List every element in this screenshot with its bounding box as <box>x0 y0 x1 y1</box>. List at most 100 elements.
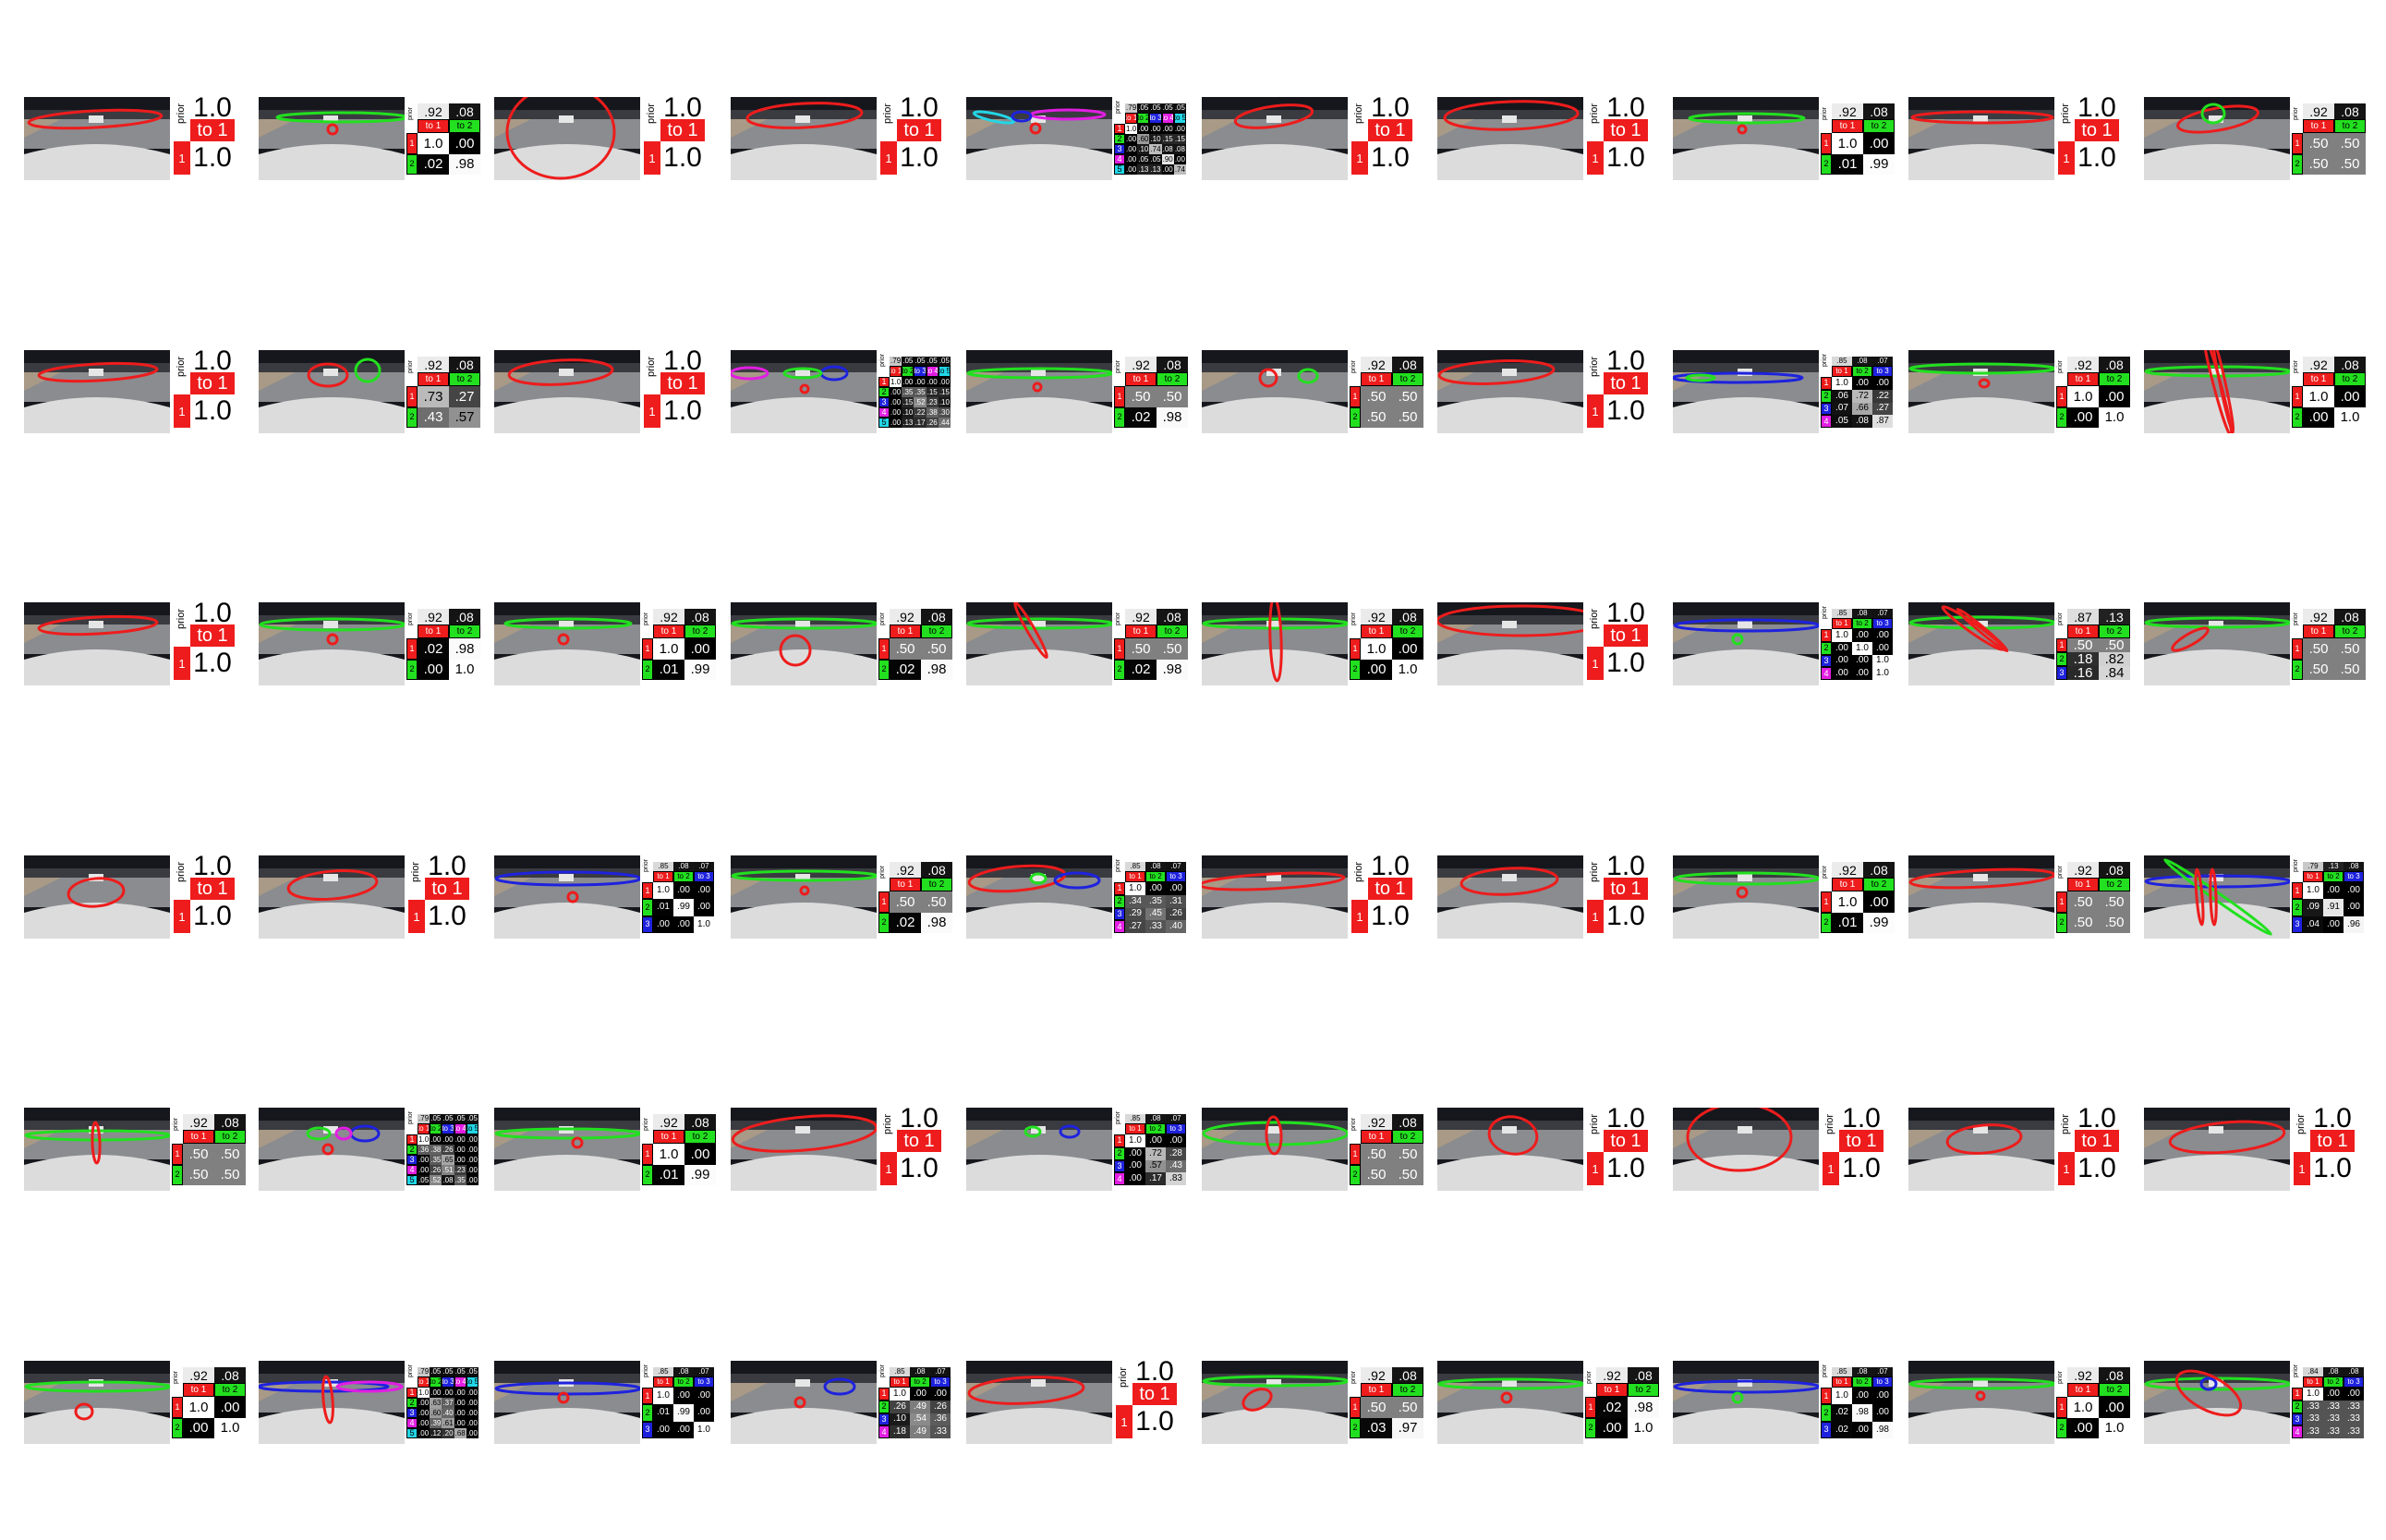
matrix-cell: .00 <box>1166 882 1186 895</box>
matrix-cell: .98 <box>449 638 480 660</box>
prior-value: .08 <box>1157 357 1188 372</box>
matrix-cell: .27 <box>1872 402 1893 416</box>
car-hood <box>966 1155 1112 1191</box>
result-panel: prior 1.0 to 1 1 1.0 <box>24 602 253 687</box>
dashcam-thumbnail <box>731 855 877 939</box>
car-hood <box>966 1408 1112 1444</box>
prior-label: prior <box>1350 612 1357 625</box>
road-shoulder <box>731 1130 768 1148</box>
matrix-cell: .35 <box>914 387 927 397</box>
result-panel: prior .87.13 to 1 to 2 1.50.50 2.18.82 3.16.84 <box>1908 602 2138 687</box>
matrix-cell: .99 <box>673 899 694 916</box>
matrix-cell: .03 <box>1361 1417 1392 1438</box>
road-surface <box>24 1130 170 1159</box>
prior-value: .85 <box>653 862 673 871</box>
matrix-cell: .31 <box>1166 894 1186 908</box>
car-hood <box>2144 649 2290 685</box>
lead-car <box>2209 115 2223 123</box>
matrix-cell: .35 <box>454 1175 466 1185</box>
matrix-cell: .05 <box>418 1175 430 1185</box>
dashcam-thumbnail <box>1202 602 1348 685</box>
road-shoulder <box>1202 624 1239 643</box>
row-label-1: 1 <box>406 133 418 154</box>
lead-car <box>323 1126 338 1134</box>
dashcam-thumbnail <box>1908 97 2054 180</box>
row-label-2: 2 <box>406 153 418 175</box>
dashcam-thumbnail <box>494 602 640 685</box>
car-hood <box>2144 397 2290 433</box>
row-label-1: 1 <box>2056 891 2067 913</box>
lead-car <box>323 369 338 376</box>
matrix-cell: .72 <box>1852 389 1872 403</box>
cluster-ellipse-2 <box>503 617 633 630</box>
matrix-cell: .00 <box>418 1398 430 1408</box>
row-label-1: 1 <box>880 1152 897 1185</box>
road-surface <box>259 878 405 907</box>
to-header-1: to 1 <box>1832 618 1852 629</box>
matrix-cell: .00 <box>1137 124 1150 134</box>
road-surface <box>1673 119 1819 149</box>
road-shoulder <box>731 624 768 643</box>
matrix-cell: .00 <box>694 899 714 916</box>
prior-label: prior <box>643 1117 649 1131</box>
road-shoulder <box>1202 1130 1239 1148</box>
row-label-2: 2 <box>1821 912 1832 933</box>
lead-car <box>795 369 810 376</box>
prior-label: prior <box>1115 858 1121 872</box>
cluster-ellipse-1 <box>27 108 164 130</box>
prior-label: prior <box>407 1110 414 1124</box>
row-label-3: 3 <box>1821 1421 1832 1438</box>
matrix-cell: .00 <box>1145 882 1166 895</box>
dashcam-thumbnail <box>494 855 640 939</box>
car-hood <box>1202 1408 1348 1444</box>
row-label-5: 5 <box>406 1428 418 1438</box>
car-hood <box>1437 649 1583 685</box>
lead-car <box>795 1126 810 1134</box>
matrix-cell: .00 <box>183 1417 214 1438</box>
cluster-ellipse-1 <box>91 1121 102 1165</box>
prior-value: .85 <box>1125 1114 1145 1123</box>
road-surface <box>24 624 170 654</box>
matrix-cell: .00 <box>673 916 694 933</box>
to-header-1: to 1 <box>418 1123 430 1134</box>
result-panel: prior .79.05.05.05.05 to 1 to 2 to 3 to 4 to 5… <box>259 1361 488 1446</box>
matrix-cell: .50 <box>2303 659 2334 680</box>
road-shoulder <box>2144 878 2181 896</box>
result-panel: prior .92.08 to 1 to 2 1.50.50 2.50.50 <box>1908 855 2138 940</box>
cluster-ellipse-1 <box>321 1143 334 1156</box>
prior-value: .92 <box>2067 862 2099 878</box>
prior-value: 1.0 <box>1368 97 1412 119</box>
matrix-cell: .98 <box>449 153 480 175</box>
matrix-cell: 1.0 <box>418 133 449 154</box>
row-label-1: 1 <box>406 386 418 407</box>
cluster-ellipse-1 <box>1956 607 2009 653</box>
matrix-cell: .50 <box>1361 1164 1392 1185</box>
to-header-3: to 3 <box>1872 1376 1893 1388</box>
matrix-cell: .29 <box>1125 907 1145 921</box>
matrix-cell: .00 <box>1872 641 1893 655</box>
to-header-2: to 2 <box>214 1130 246 1144</box>
prior-value: .92 <box>653 1114 684 1130</box>
result-panel: prior .92.08 to 1 to 2 1.50.50 2.02.98 <box>731 602 960 687</box>
prior-label: prior <box>2060 103 2071 124</box>
matrix-cell: .00 <box>1166 1134 1186 1147</box>
to-header-2: to 2 <box>1157 372 1188 386</box>
matrix-cell: 1.0 <box>2075 1152 2119 1185</box>
matrix-cell: .00 <box>1173 154 1186 164</box>
prior-value: .05 <box>914 357 927 366</box>
result-panel: prior 1.0 to 1 1 1.0 <box>1437 350 1666 435</box>
matrix-cell: .87 <box>1872 415 1893 428</box>
cluster-ellipse-2 <box>275 111 405 124</box>
matrix-cell: 1.0 <box>190 900 235 933</box>
matrix-cell: 1.0 <box>190 141 235 175</box>
matrix-cell: .33 <box>2303 1400 2323 1413</box>
matrix-cell: .99 <box>684 1164 716 1185</box>
horizon-trees <box>1437 615 1583 624</box>
to-header-3: to 3 <box>1149 113 1162 124</box>
matrix-cell: .50 <box>890 891 921 913</box>
dashcam-thumbnail <box>24 350 170 433</box>
to-header-1: to 1 <box>1125 113 1138 124</box>
prior-label: prior <box>2293 359 2299 373</box>
result-panel: prior .92.08 to 1 to 2 1 1.0.00 2.00 1.0 <box>1908 350 2138 435</box>
matrix-cell: .98 <box>1852 1404 1872 1422</box>
